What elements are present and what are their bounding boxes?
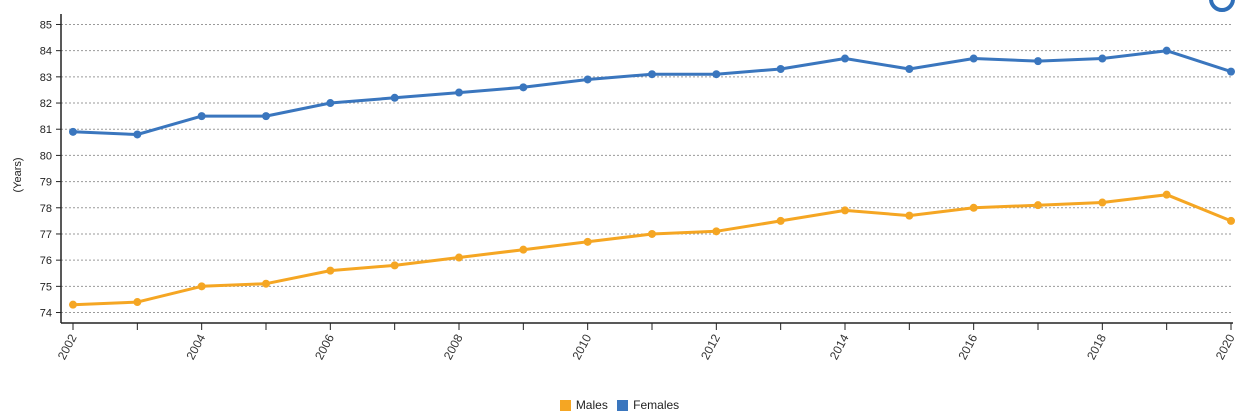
x-tick-label: 2012: [698, 332, 723, 362]
data-point-females[interactable]: [519, 83, 528, 92]
data-point-females[interactable]: [648, 70, 656, 79]
data-point-females[interactable]: [1098, 54, 1107, 63]
data-point-males[interactable]: [326, 266, 335, 275]
data-point-females[interactable]: [262, 112, 270, 121]
data-point-females[interactable]: [712, 70, 721, 79]
x-tick-label: 2016: [955, 332, 980, 362]
x-tick-label: 2008: [441, 332, 466, 362]
legend-item-females[interactable]: Females: [617, 398, 679, 412]
y-tick-label: 81: [40, 124, 52, 136]
y-tick-label: 77: [40, 229, 52, 241]
data-point-males[interactable]: [133, 298, 142, 307]
x-tick-label: 2006: [312, 332, 337, 362]
data-point-males[interactable]: [455, 253, 463, 262]
data-point-males[interactable]: [712, 227, 721, 236]
data-point-females[interactable]: [197, 112, 206, 121]
y-tick-label: 82: [40, 98, 52, 110]
legend-label-females: Females: [633, 398, 680, 412]
legend-item-males[interactable]: Males: [559, 398, 608, 412]
data-point-females[interactable]: [905, 64, 914, 73]
data-point-males[interactable]: [262, 279, 270, 288]
data-point-males[interactable]: [1162, 190, 1171, 199]
data-point-females[interactable]: [776, 64, 785, 73]
data-point-males[interactable]: [519, 245, 528, 254]
x-tick-label: 2004: [183, 332, 208, 362]
axes: 74 75 76 77 78 79 80 81 82 83 84 85 2002 2004 2006 2008…: [40, 14, 1238, 362]
series-line-males: [72, 193, 1232, 307]
y-tick-label: 76: [40, 255, 52, 267]
data-point-males[interactable]: [1098, 198, 1107, 207]
data-point-males[interactable]: [841, 206, 849, 215]
data-point-males[interactable]: [197, 282, 206, 291]
data-point-females[interactable]: [133, 130, 142, 139]
y-tick-label: 75: [40, 281, 52, 293]
x-tick-label: 2020: [1213, 332, 1238, 362]
data-point-males[interactable]: [905, 211, 914, 220]
legend-label-males: Males: [575, 398, 608, 412]
data-point-females[interactable]: [326, 99, 335, 108]
data-point-males[interactable]: [1227, 216, 1235, 225]
data-point-females[interactable]: [969, 54, 978, 63]
data-point-females[interactable]: [1227, 67, 1235, 76]
y-tick-label: 85: [40, 19, 52, 31]
y-tick-label: 83: [40, 72, 52, 84]
y-tick-label: 74: [40, 308, 52, 320]
y-tick-label: 80: [40, 150, 52, 162]
x-tick-label: 2010: [569, 332, 594, 362]
x-tick-label: 2018: [1084, 332, 1109, 362]
data-point-females[interactable]: [455, 88, 463, 97]
y-tick-label: 84: [40, 46, 52, 58]
data-point-females[interactable]: [1162, 46, 1171, 55]
data-point-females[interactable]: [583, 75, 592, 84]
data-point-males[interactable]: [69, 300, 77, 309]
data-point-males[interactable]: [390, 261, 399, 270]
grid-lines: [61, 23, 1233, 314]
data-point-males[interactable]: [969, 203, 978, 212]
legend-swatch-males: [559, 399, 571, 411]
data-point-males[interactable]: [1034, 201, 1042, 210]
series-line-females: [72, 49, 1232, 136]
y-axis-label: (Years): [12, 157, 24, 192]
data-point-males[interactable]: [648, 229, 656, 238]
y-tick-label: 79: [40, 177, 52, 189]
chart-legend: Males Females: [0, 398, 1239, 414]
data-point-males[interactable]: [776, 216, 785, 225]
legend-swatch-females: [617, 399, 629, 411]
y-tick-label: 78: [40, 203, 52, 215]
data-point-females[interactable]: [390, 93, 399, 102]
data-point-females[interactable]: [841, 54, 849, 63]
x-tick-label: 2014: [827, 332, 852, 362]
series-lines: [69, 46, 1235, 309]
x-tick-label: 2002: [55, 332, 80, 362]
data-point-males[interactable]: [583, 237, 592, 246]
data-point-females[interactable]: [1034, 57, 1042, 66]
data-point-females[interactable]: [69, 127, 77, 136]
